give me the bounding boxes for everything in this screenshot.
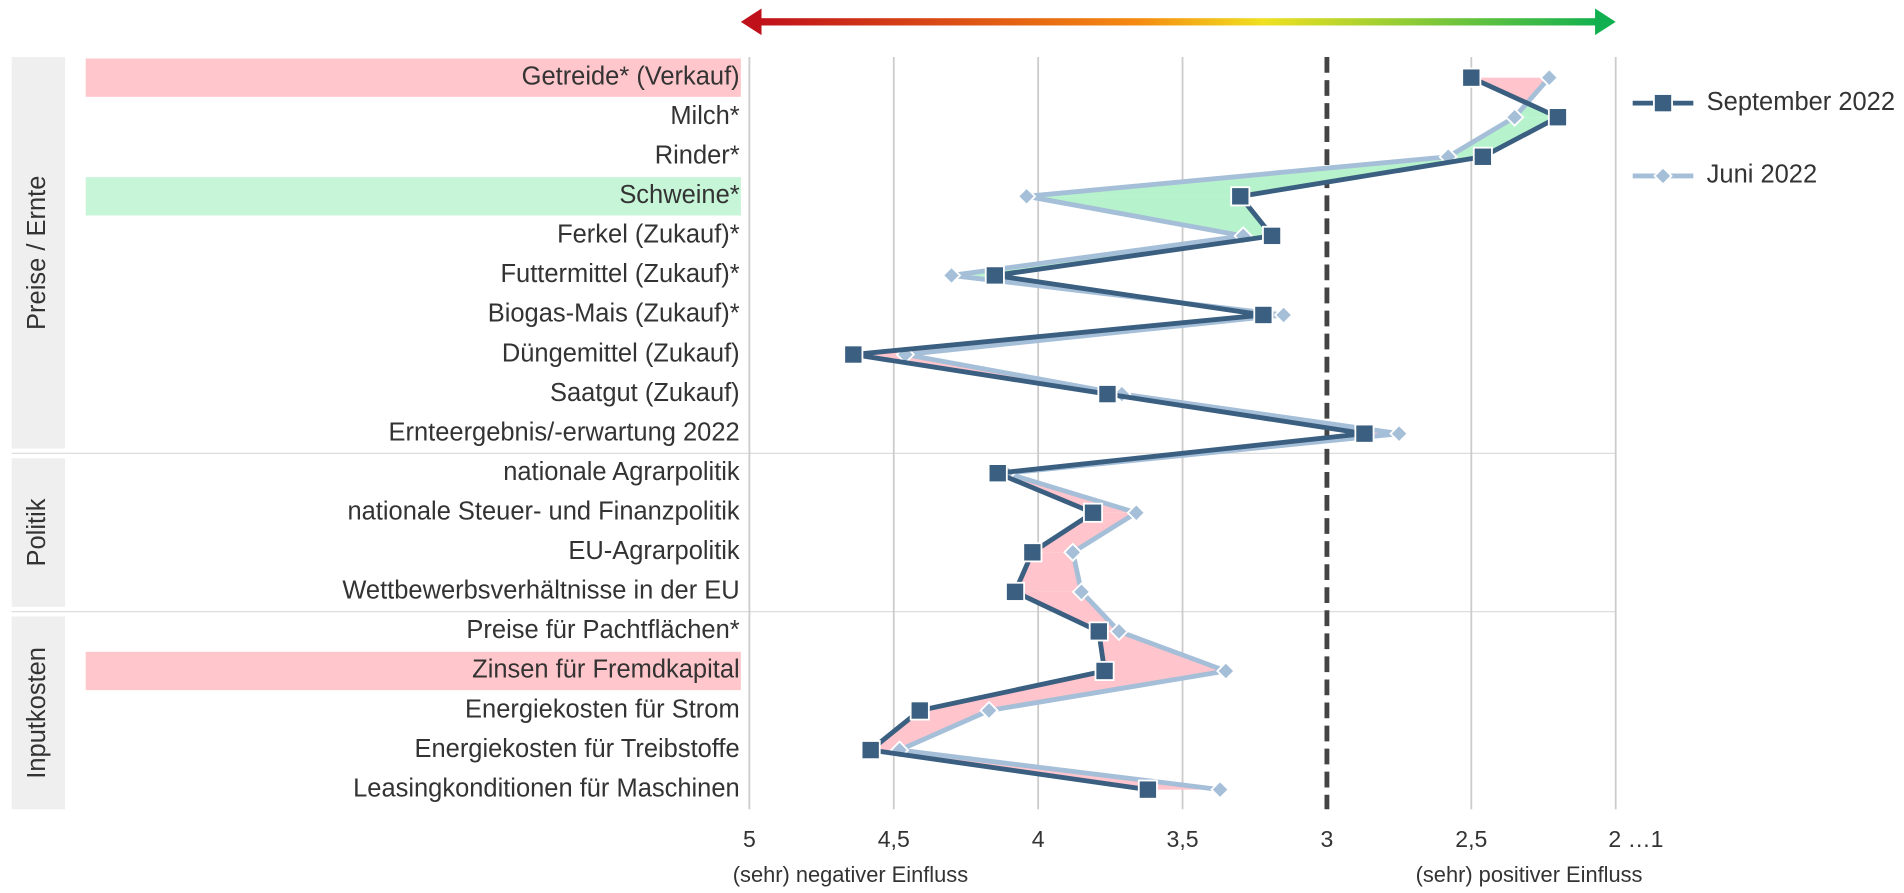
marker	[1653, 166, 1673, 186]
marker	[1126, 502, 1147, 523]
shade	[1032, 512, 1137, 553]
marker	[1504, 107, 1525, 127]
series	[843, 67, 1568, 800]
x-tick-label: 4,5	[878, 826, 910, 852]
category-label: Getreide* (Verkauf)	[522, 62, 740, 90]
marker	[1210, 779, 1230, 800]
marker	[1216, 661, 1236, 681]
marker	[909, 700, 930, 721]
x-tick-label: 3,5	[1167, 826, 1199, 852]
marker	[984, 265, 1005, 286]
category-label: Schweine*	[619, 181, 739, 209]
marker	[1109, 621, 1129, 642]
category-label: Düngemittel (Zukauf)	[502, 339, 740, 367]
marker	[1097, 384, 1118, 405]
marker	[979, 700, 999, 721]
marker	[1539, 67, 1560, 88]
group-label: Inputkosten	[23, 647, 51, 779]
legend-label: September 2022	[1707, 88, 1895, 116]
category-label: Milch*	[670, 102, 739, 130]
marker	[1547, 107, 1568, 128]
group-label: Politik	[23, 498, 51, 566]
x-axis-label-left: (sehr) negativer Einfluss	[733, 862, 968, 887]
row-highlight	[85, 651, 741, 691]
category-label: Zinsen für Fremdkapital	[472, 656, 740, 684]
category-label: Wettbewerbsverhältnisse in der EU	[342, 577, 739, 605]
category-label: Preise für Pachtflächen*	[466, 616, 739, 644]
marker	[1016, 186, 1037, 207]
marker	[1354, 423, 1375, 444]
marker	[1472, 146, 1493, 167]
marker	[1094, 660, 1115, 681]
marker	[843, 344, 864, 365]
series	[889, 67, 1560, 800]
group-box	[11, 616, 66, 810]
marker	[1389, 423, 1409, 444]
x-tick-label: 2 …1	[1608, 826, 1663, 852]
marker	[987, 463, 1008, 484]
marker	[1005, 581, 1026, 602]
marker	[1083, 502, 1104, 523]
category-label: Energiekosten für Treibstoffe	[415, 735, 740, 763]
marker	[1262, 225, 1283, 246]
category-label: Ferkel (Zukauf)*	[557, 221, 740, 249]
x-axis-label-right: (sehr) positiver Einfluss	[1416, 862, 1643, 887]
x-tick-label: 5	[743, 826, 756, 852]
category-label: Energiekosten für Strom	[465, 695, 740, 723]
category-label: Futtermittel (Zukauf)*	[500, 260, 739, 288]
x-tick-label: 4	[1032, 826, 1045, 852]
category-label: Leasingkonditionen für Maschinen	[353, 774, 740, 802]
group-box	[11, 458, 66, 607]
marker	[860, 740, 881, 761]
marker	[1022, 542, 1043, 563]
category-label: EU-Agrarpolitik	[568, 537, 740, 565]
marker	[1461, 67, 1482, 88]
group-box	[11, 57, 66, 449]
category-label: nationale Agrarpolitik	[503, 458, 740, 486]
shade	[919, 670, 1226, 711]
legend-label: Juni 2022	[1707, 161, 1817, 189]
marker	[1253, 304, 1274, 325]
category-label: Ernteergebnis/-erwartung 2022	[389, 418, 740, 446]
x-tick-label: 3	[1321, 826, 1334, 852]
category-label: nationale Steuer- und Finanzpolitik	[347, 497, 739, 525]
x-tick-label: 2,5	[1455, 826, 1487, 852]
shade	[870, 710, 990, 751]
marker	[1230, 186, 1251, 207]
row-highlight	[85, 58, 741, 97]
marker	[1071, 582, 1092, 602]
category-label: Biogas-Mais (Zukauf)*	[488, 300, 740, 328]
category-label: Saatgut (Zukauf)	[550, 379, 740, 407]
row-highlight	[85, 177, 741, 216]
marker	[1063, 542, 1083, 563]
marker	[941, 265, 962, 286]
direction-arrow	[740, 8, 1616, 36]
marker	[1137, 779, 1158, 800]
marker	[1088, 621, 1109, 642]
group-label: Preise / Ernte	[23, 176, 51, 330]
category-label: Rinder*	[655, 141, 740, 169]
marker	[1273, 305, 1294, 325]
marker	[1652, 93, 1674, 114]
